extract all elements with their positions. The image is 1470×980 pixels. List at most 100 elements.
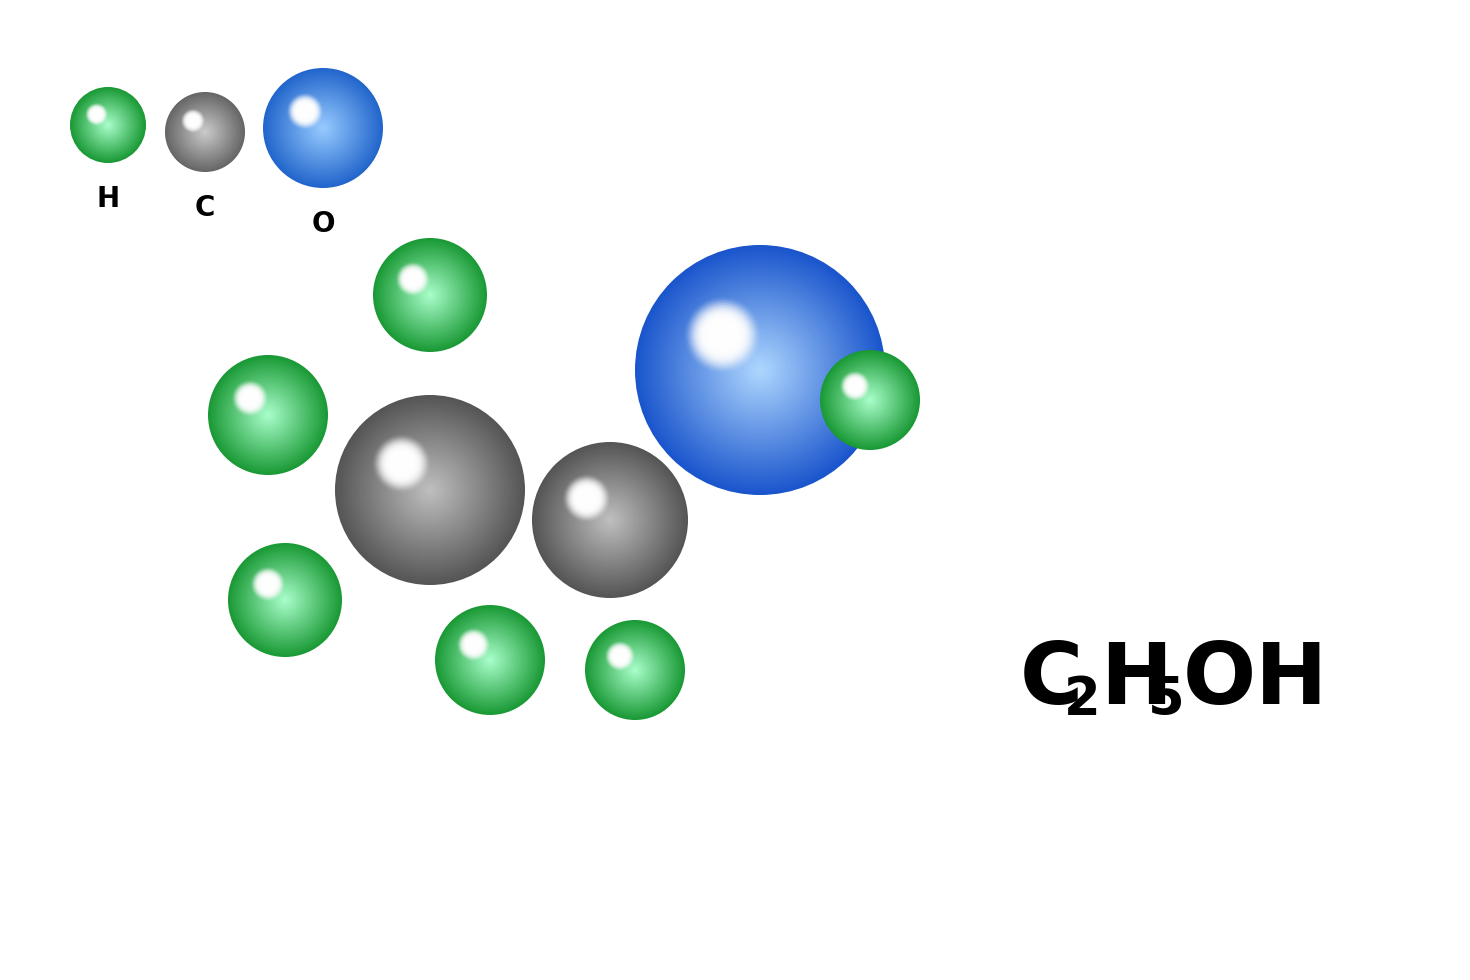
Circle shape xyxy=(429,294,431,296)
Circle shape xyxy=(666,276,854,464)
Circle shape xyxy=(851,381,888,418)
Circle shape xyxy=(94,113,98,117)
Circle shape xyxy=(467,637,513,683)
Circle shape xyxy=(404,270,456,320)
Circle shape xyxy=(243,390,257,406)
Circle shape xyxy=(391,256,469,334)
Circle shape xyxy=(394,456,409,470)
Circle shape xyxy=(395,455,465,525)
Circle shape xyxy=(651,262,869,478)
Circle shape xyxy=(400,265,460,325)
Circle shape xyxy=(444,614,537,706)
Circle shape xyxy=(441,612,538,709)
Circle shape xyxy=(272,77,373,179)
Circle shape xyxy=(564,474,656,565)
Circle shape xyxy=(245,561,323,639)
Circle shape xyxy=(191,119,196,122)
Circle shape xyxy=(454,624,526,696)
Circle shape xyxy=(71,87,146,163)
Circle shape xyxy=(278,592,293,608)
Circle shape xyxy=(256,570,315,629)
Circle shape xyxy=(290,94,357,162)
Circle shape xyxy=(428,293,432,297)
Circle shape xyxy=(243,390,293,440)
Circle shape xyxy=(601,636,669,705)
Circle shape xyxy=(213,360,323,470)
Circle shape xyxy=(384,444,476,536)
Circle shape xyxy=(282,87,365,169)
Circle shape xyxy=(575,486,598,511)
Circle shape xyxy=(573,485,600,512)
Circle shape xyxy=(284,88,363,168)
Circle shape xyxy=(570,479,650,561)
Circle shape xyxy=(406,466,454,514)
Circle shape xyxy=(425,289,435,301)
Text: O: O xyxy=(312,210,335,238)
Circle shape xyxy=(270,586,300,614)
Circle shape xyxy=(616,652,625,661)
Circle shape xyxy=(103,121,112,129)
Circle shape xyxy=(617,652,653,688)
Circle shape xyxy=(616,652,623,660)
Circle shape xyxy=(404,465,456,515)
Circle shape xyxy=(603,513,617,528)
Circle shape xyxy=(403,269,457,321)
Circle shape xyxy=(382,248,478,342)
Circle shape xyxy=(94,113,98,117)
Circle shape xyxy=(266,581,304,619)
Circle shape xyxy=(295,100,351,156)
Circle shape xyxy=(641,251,879,489)
Circle shape xyxy=(407,467,453,513)
Circle shape xyxy=(604,514,616,526)
Circle shape xyxy=(284,598,287,602)
Circle shape xyxy=(847,377,864,395)
Circle shape xyxy=(857,387,883,414)
Circle shape xyxy=(656,266,864,474)
Circle shape xyxy=(684,293,836,447)
Circle shape xyxy=(384,249,476,342)
Circle shape xyxy=(825,355,914,445)
Circle shape xyxy=(293,98,353,158)
Circle shape xyxy=(344,405,516,575)
Circle shape xyxy=(589,625,681,715)
Circle shape xyxy=(470,641,478,648)
Circle shape xyxy=(338,398,522,582)
Circle shape xyxy=(844,374,895,426)
Circle shape xyxy=(278,83,368,173)
Circle shape xyxy=(485,655,495,665)
Circle shape xyxy=(401,462,459,518)
Circle shape xyxy=(559,469,660,570)
Circle shape xyxy=(688,300,757,370)
Circle shape xyxy=(613,649,628,663)
Circle shape xyxy=(559,468,662,572)
Circle shape xyxy=(234,381,301,449)
Circle shape xyxy=(407,273,419,285)
Circle shape xyxy=(566,477,607,519)
Circle shape xyxy=(426,291,434,299)
Circle shape xyxy=(251,566,318,633)
Circle shape xyxy=(94,112,98,117)
Circle shape xyxy=(200,127,210,136)
Circle shape xyxy=(634,669,637,671)
Circle shape xyxy=(532,442,688,598)
Circle shape xyxy=(856,385,885,415)
Circle shape xyxy=(294,100,316,122)
Circle shape xyxy=(254,569,316,630)
Circle shape xyxy=(301,108,309,115)
Circle shape xyxy=(456,626,523,694)
Circle shape xyxy=(833,364,907,437)
Circle shape xyxy=(567,479,606,517)
Circle shape xyxy=(739,349,781,391)
Circle shape xyxy=(428,488,432,492)
Circle shape xyxy=(609,645,632,667)
Circle shape xyxy=(204,130,206,133)
Circle shape xyxy=(714,324,806,416)
Circle shape xyxy=(390,451,413,475)
Circle shape xyxy=(450,619,531,701)
Circle shape xyxy=(864,395,875,405)
Circle shape xyxy=(704,314,816,426)
Circle shape xyxy=(304,109,343,147)
Circle shape xyxy=(613,649,628,663)
Circle shape xyxy=(269,74,376,182)
Circle shape xyxy=(542,453,678,588)
